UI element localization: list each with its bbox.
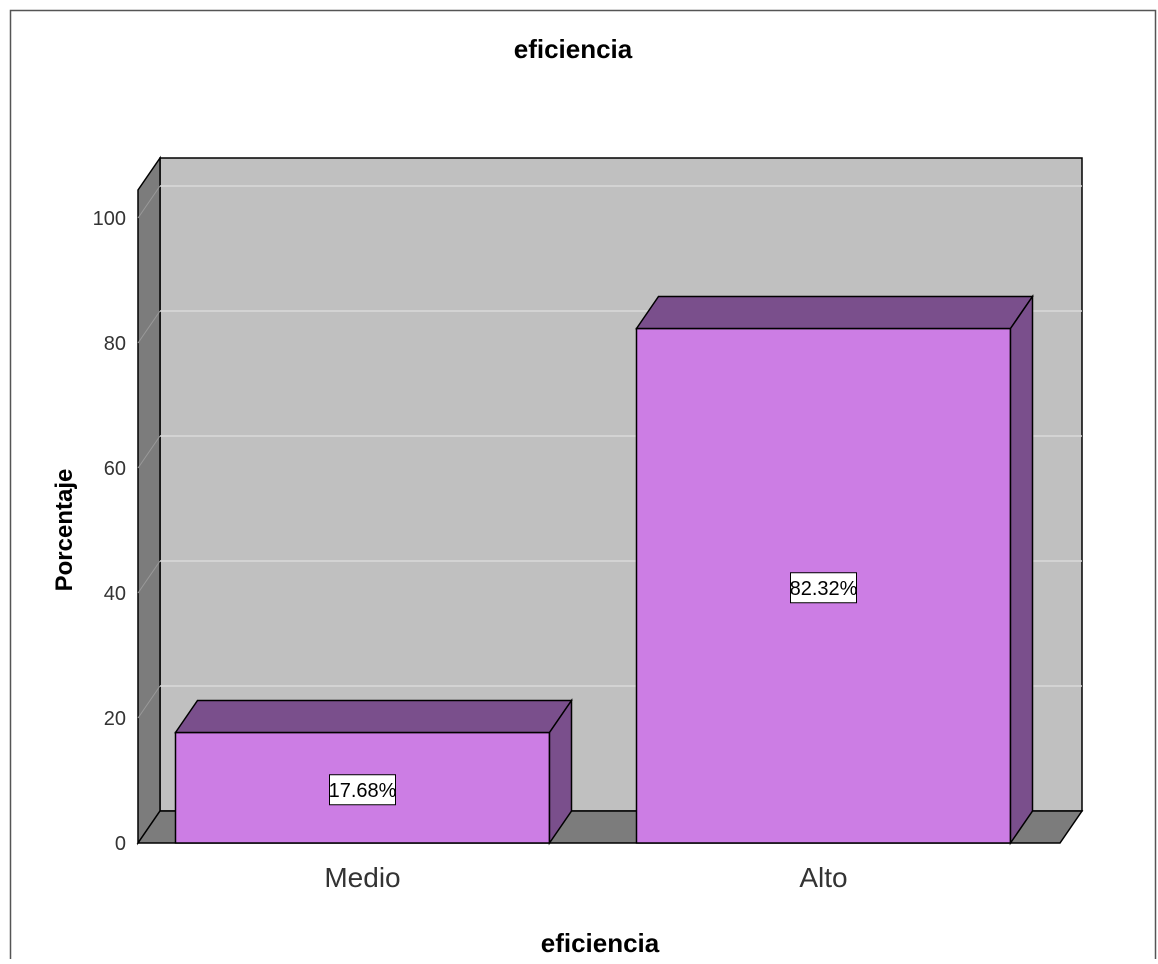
bars: 17.68% 82.32% bbox=[174, 294, 1034, 846]
y-tick-label-2: 40 bbox=[104, 583, 126, 605]
value-label-alto: 82.32% bbox=[790, 578, 858, 600]
gridline-left-1 bbox=[137, 685, 161, 719]
value-label-box-alto bbox=[790, 572, 857, 604]
y-tick-label-5: 100 bbox=[93, 208, 126, 230]
x-axis-ticks: Medio Alto bbox=[324, 862, 847, 893]
bar-top-alto bbox=[635, 295, 1034, 330]
bar-top-medio bbox=[174, 699, 573, 734]
y-tick-label-1: 20 bbox=[104, 708, 126, 730]
gridline-left-3 bbox=[137, 435, 161, 469]
bar-side-alto bbox=[1009, 294, 1034, 846]
chart-border bbox=[9, 9, 1157, 964]
x-tick-label-medio: Medio bbox=[324, 862, 400, 893]
y-tick-label-4: 80 bbox=[104, 333, 126, 355]
y-axis-ticks: 0 20 40 60 80 100 bbox=[93, 208, 126, 855]
y-tick-label-0: 0 bbox=[115, 833, 126, 855]
plot-left-wall bbox=[137, 155, 161, 846]
y-axis-label: Porcentaje bbox=[51, 469, 78, 592]
gridline-left-4 bbox=[137, 310, 161, 344]
value-label-medio: 17.68% bbox=[329, 780, 397, 802]
gridline-left-5 bbox=[137, 185, 161, 219]
bar-side-medio bbox=[548, 698, 573, 846]
gridline-left-2 bbox=[137, 560, 161, 594]
value-label-box-medio bbox=[329, 774, 396, 806]
x-tick-label-alto: Alto bbox=[799, 862, 847, 893]
y-tick-label-3: 60 bbox=[104, 458, 126, 480]
chart-title: eficiencia bbox=[514, 34, 633, 64]
x-axis-label: eficiencia bbox=[541, 928, 660, 958]
